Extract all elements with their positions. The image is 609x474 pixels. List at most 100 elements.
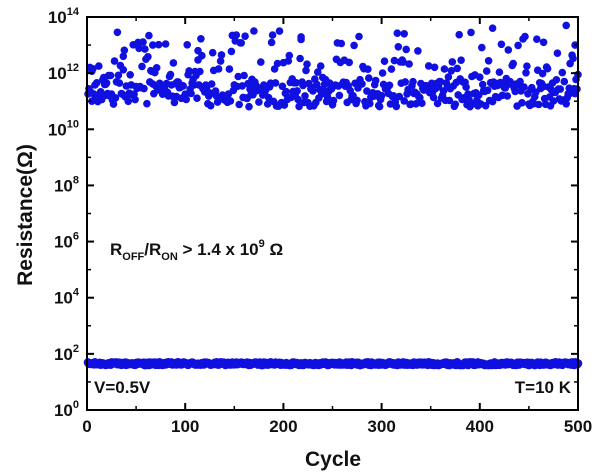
off-state-point <box>467 28 475 37</box>
ratio-r-off: R <box>110 240 122 259</box>
off-state-point <box>193 94 201 102</box>
off-state-point <box>478 43 486 52</box>
off-state-point <box>301 92 309 100</box>
x-tick-label: 200 <box>269 417 297 436</box>
off-state-point <box>445 96 454 105</box>
off-state-point <box>503 92 512 100</box>
x-axis-title: Cycle <box>305 448 361 471</box>
off-state-point <box>138 62 146 71</box>
off-state-point <box>457 56 465 64</box>
off-state-point <box>569 54 577 63</box>
off-state-point <box>293 87 301 95</box>
off-state-point <box>255 98 263 106</box>
off-state-point <box>154 40 163 49</box>
off-state-point <box>226 97 235 105</box>
off-state-point <box>145 31 153 40</box>
off-state-point <box>520 83 528 91</box>
off-state-point <box>102 79 111 87</box>
off-state-point <box>89 65 97 73</box>
off-state-point <box>250 27 258 35</box>
off-state-point <box>271 79 280 87</box>
off-state-point <box>402 45 411 54</box>
y-tick-label: 106 <box>54 231 79 252</box>
off-state-point <box>216 57 225 65</box>
off-state-point <box>235 100 243 109</box>
ratio-r-on: R <box>149 240 161 259</box>
y-tick-labels: 100 102 104 106 108 1010 1012 1014 <box>48 6 80 420</box>
off-state-point <box>232 31 241 39</box>
off-state-point <box>124 97 132 106</box>
y-axis-title: Resistance(Ω) <box>14 144 37 286</box>
off-state-point <box>217 51 226 59</box>
off-state-point <box>207 80 216 88</box>
off-state-point <box>302 66 310 75</box>
off-state-point <box>424 62 433 70</box>
off-state-point <box>152 64 161 72</box>
off-state-point <box>131 95 139 104</box>
off-state-point <box>169 59 178 67</box>
x-tick-label: 400 <box>466 417 494 436</box>
off-state-point <box>294 95 302 104</box>
off-state-point <box>299 81 307 90</box>
x-tick-labels: 0 100 200 300 400 500 <box>82 417 592 436</box>
off-state-point <box>390 56 399 65</box>
off-state-point <box>433 99 442 108</box>
off-state-point <box>100 91 109 100</box>
off-state-point <box>296 54 304 63</box>
off-state-point <box>371 76 380 85</box>
temperature-annotation: T=10 K <box>515 378 572 397</box>
off-state-point <box>355 32 363 41</box>
off-state-point <box>345 58 354 67</box>
off-state-point <box>509 59 517 68</box>
off-state-point <box>447 67 456 75</box>
off-state-point <box>179 82 187 90</box>
off-state-point <box>143 99 151 108</box>
off-state-point <box>440 65 449 73</box>
off-state-point <box>335 91 344 100</box>
y-tick-label: 104 <box>54 287 80 308</box>
off-state-point <box>280 101 289 109</box>
off-state-point <box>303 60 311 68</box>
off-state-point <box>113 28 122 37</box>
off-state-point <box>387 65 396 73</box>
off-state-point <box>139 38 147 46</box>
off-state-point <box>412 100 420 108</box>
off-state-point <box>418 99 426 107</box>
y-tick-label: 1010 <box>48 118 79 139</box>
off-state-point <box>337 39 346 48</box>
off-state-point <box>208 48 217 57</box>
off-state-point <box>114 71 123 80</box>
off-state-point <box>275 27 284 35</box>
off-state-point <box>375 102 384 111</box>
off-state-point <box>395 92 404 101</box>
off-state-point <box>170 98 179 107</box>
axes-layer <box>86 16 579 411</box>
off-state-point <box>120 46 129 55</box>
off-state-point <box>214 65 223 73</box>
off-state-point <box>267 38 276 47</box>
off-state-point <box>141 45 149 53</box>
off-state-point <box>400 97 409 105</box>
off-state-point <box>504 46 513 54</box>
off-state-point <box>185 67 193 75</box>
off-state-point <box>366 99 374 108</box>
off-state-point <box>257 58 265 66</box>
off-state-point <box>401 78 410 86</box>
off-state-point <box>196 67 204 76</box>
ratio-annotation: ROFF/RON > 1.4 x 109 Ω <box>110 238 283 263</box>
ratio-off-subscript: OFF <box>122 251 144 263</box>
off-state-point <box>225 65 234 73</box>
x-tick-label: 100 <box>171 417 199 436</box>
off-state-point <box>497 40 506 49</box>
off-state-point <box>110 57 119 65</box>
off-state-point <box>88 97 96 105</box>
off-state-point <box>436 77 445 86</box>
off-state-point <box>166 70 175 79</box>
off-state-point <box>95 62 103 70</box>
off-state-point <box>278 82 287 91</box>
y-tick-label: 1014 <box>48 6 80 27</box>
off-state-point <box>549 97 558 105</box>
off-state-point <box>161 40 170 48</box>
x-tick-label: 300 <box>367 417 395 436</box>
